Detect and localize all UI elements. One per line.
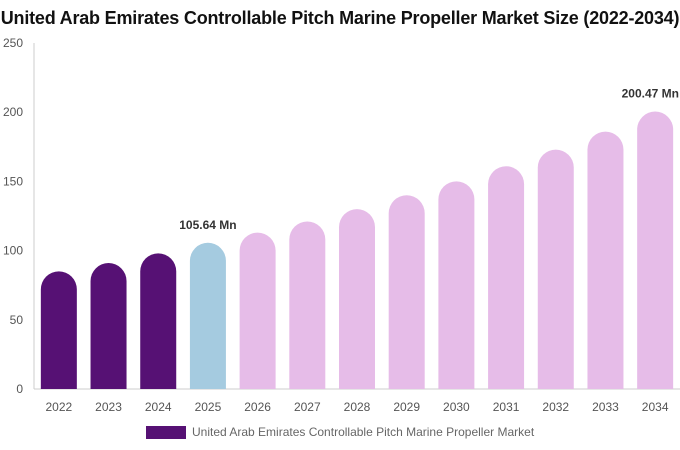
y-tick-label: 50 [10,313,24,327]
x-tick-label: 2026 [244,400,271,414]
bar-2023 [90,263,127,389]
y-tick-label: 150 [3,174,23,188]
x-tick-label: 2030 [443,400,470,414]
axes: 0 50 100 150 200 250 2022 2023 2024 2025 2026 2027 2… [3,36,680,414]
y-tick-label: 250 [3,36,23,50]
data-labels: 105.64 Mn 200.47 Mn [179,87,679,232]
bar-2026 [239,232,276,389]
data-label-2034: 200.47 Mn [622,87,679,101]
x-tick-label: 2027 [294,400,321,414]
bar-2027 [289,221,326,389]
chart-title: United Arab Emirates Controllable Pitch … [0,8,680,28]
bar-2033 [587,131,624,390]
x-tick-label: 2023 [95,400,122,414]
x-tick-label: 2025 [195,400,222,414]
bar-2030 [438,181,475,389]
x-tick-label: 2034 [642,400,669,414]
bar-2022 [40,271,77,389]
legend-label: United Arab Emirates Controllable Pitch … [192,425,535,439]
bar-2029 [388,195,425,389]
data-label-2025: 105.64 Mn [179,218,236,232]
legend: United Arab Emirates Controllable Pitch … [146,425,534,439]
bar-2025 [189,242,226,389]
bar-2032 [537,149,574,389]
x-tick-label: 2028 [344,400,371,414]
x-tick-label: 2033 [592,400,619,414]
y-tick-label: 200 [3,105,23,119]
y-tick-label: 100 [3,244,23,258]
y-tick-label: 0 [16,382,23,396]
bars [40,111,674,390]
bar-2034 [637,111,674,389]
x-tick-label: 2022 [45,400,72,414]
bar-2028 [339,209,375,389]
x-tick-label: 2024 [145,400,172,414]
x-tick-label: 2031 [493,400,520,414]
x-tick-label: 2032 [542,400,569,414]
legend-swatch [146,425,186,439]
x-tick-label: 2029 [393,400,420,414]
bar-2024 [140,253,177,389]
bar-2031 [488,166,525,389]
